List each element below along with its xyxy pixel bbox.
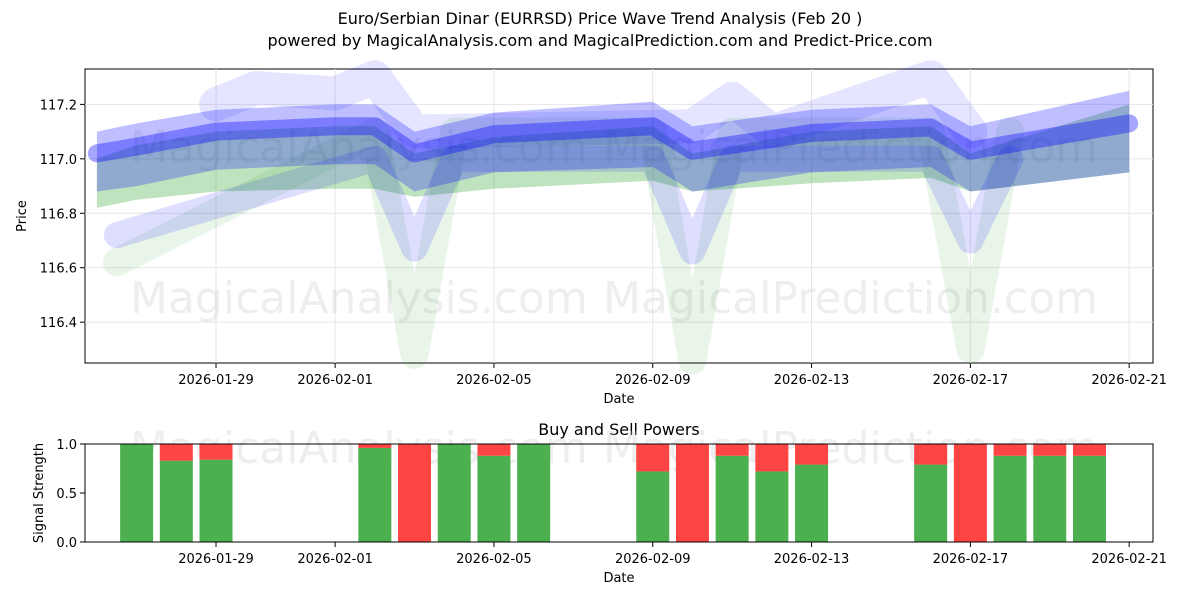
signal-plot: Buy and Sell Powers MagicalAnalysis.com …	[32, 420, 1167, 586]
price-x-tick-label: 2026-02-17	[933, 373, 1009, 388]
sell-bar	[199, 444, 233, 460]
buy-bar	[1072, 455, 1106, 542]
sell-bar	[1072, 444, 1106, 456]
price-axis-ticks: 116.4 116.6 116.8 117.0 117.2 2026-01-29 2026-…	[40, 98, 1167, 388]
price-plot-frame	[84, 68, 1154, 364]
watermark-text: MagicalPrediction.com	[603, 273, 1098, 324]
price-x-tick-label: 2026-02-13	[774, 373, 850, 388]
blue-wave-low-line	[103, 145, 1024, 265]
sell-bar	[795, 444, 829, 465]
price-plot: MagicalAnalysis.com MagicalPrediction.co…	[15, 60, 1167, 407]
signal-axis-ticks: 0.0 0.5 1.0 2026-01-29 2026-02-01 2026-02-05 2…	[56, 438, 1167, 567]
sell-bar	[715, 444, 749, 456]
buy-bar	[437, 444, 471, 542]
buy-bar	[120, 444, 154, 542]
buy-bar	[358, 447, 392, 542]
price-x-axis-label: Date	[603, 392, 634, 407]
green-wave-line	[102, 117, 1025, 375]
price-y-tick-label: 116.4	[40, 316, 77, 331]
buy-bar	[993, 455, 1027, 542]
blue-trend-line	[87, 114, 1139, 163]
signal-x-axis-label: Date	[603, 571, 634, 586]
buy-bar	[795, 464, 829, 542]
sell-bar	[914, 444, 948, 465]
price-y-tick-label: 116.8	[40, 207, 77, 222]
price-y-tick-label: 117.0	[40, 153, 77, 168]
signal-y-tick-label: 1.0	[56, 438, 77, 453]
price-x-tick-label: 2026-02-01	[297, 373, 373, 388]
signal-x-tick-label: 2026-02-01	[297, 552, 373, 567]
buy-bar	[199, 459, 233, 542]
green-band	[96, 104, 1130, 208]
chart-title: Euro/Serbian Dinar (EURRSD) Price Wave T…	[337, 9, 863, 28]
signal-x-tick-label: 2026-02-09	[615, 552, 691, 567]
blue-band	[96, 90, 1130, 192]
blue-wave-high-line	[199, 60, 988, 149]
price-x-tick-label: 2026-02-05	[456, 373, 532, 388]
watermark-text: MagicalAnalysis.com	[130, 273, 588, 324]
signal-y-tick-label: 0.5	[56, 487, 77, 502]
sell-bar	[398, 444, 432, 542]
buy-bar	[159, 460, 193, 542]
price-y-axis-label: Price	[15, 200, 30, 232]
price-x-tick-label: 2026-02-09	[615, 373, 691, 388]
chart-subtitle: powered by MagicalAnalysis.com and Magic…	[267, 31, 933, 50]
buy-bar	[755, 471, 789, 542]
signal-x-tick-label: 2026-02-21	[1091, 552, 1167, 567]
sell-bar	[953, 444, 987, 542]
signal-bars	[120, 444, 1106, 542]
sell-bar	[993, 444, 1027, 456]
buy-bar	[914, 464, 948, 542]
sell-bar	[358, 444, 392, 448]
buy-bar	[477, 455, 511, 542]
buy-bar	[517, 444, 551, 542]
watermark-text: MagicalAnalysis.com	[130, 122, 588, 173]
signal-x-tick-label: 2026-02-05	[456, 552, 532, 567]
sell-bar	[755, 444, 789, 472]
signal-x-tick-label: 2026-02-17	[933, 552, 1009, 567]
price-x-tick-label: 2026-01-29	[178, 373, 254, 388]
buy-bar	[1033, 455, 1067, 542]
sell-bar	[1033, 444, 1067, 456]
price-series-group	[87, 60, 1139, 375]
buy-bar	[715, 455, 749, 542]
signal-y-tick-label: 0.0	[56, 536, 77, 551]
price-y-tick-label: 116.6	[40, 262, 77, 277]
sell-bar	[636, 444, 670, 472]
price-y-tick-label: 117.2	[40, 98, 77, 113]
watermark-text: MagicalPrediction.com	[603, 122, 1098, 173]
sell-bar	[477, 444, 511, 456]
price-x-tick-label: 2026-02-21	[1091, 373, 1167, 388]
signal-x-tick-label: 2026-02-13	[774, 552, 850, 567]
sell-bar	[159, 444, 193, 461]
signal-x-tick-label: 2026-01-29	[178, 552, 254, 567]
sell-bar	[675, 444, 709, 542]
buy-bar	[636, 471, 670, 542]
signal-plot-title: Buy and Sell Powers	[538, 420, 700, 439]
signal-y-axis-label: Signal Strength	[32, 443, 47, 543]
price-grid	[85, 69, 1153, 363]
